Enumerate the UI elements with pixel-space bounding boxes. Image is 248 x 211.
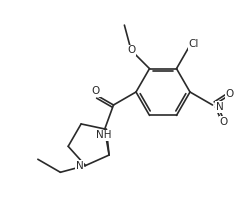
Text: N: N <box>76 161 83 170</box>
Text: O: O <box>92 86 100 96</box>
Text: N: N <box>216 102 223 112</box>
Text: O: O <box>219 117 228 127</box>
Text: NH: NH <box>96 130 111 141</box>
Text: O: O <box>127 45 135 55</box>
Text: Cl: Cl <box>188 39 199 49</box>
Text: O: O <box>225 89 234 99</box>
